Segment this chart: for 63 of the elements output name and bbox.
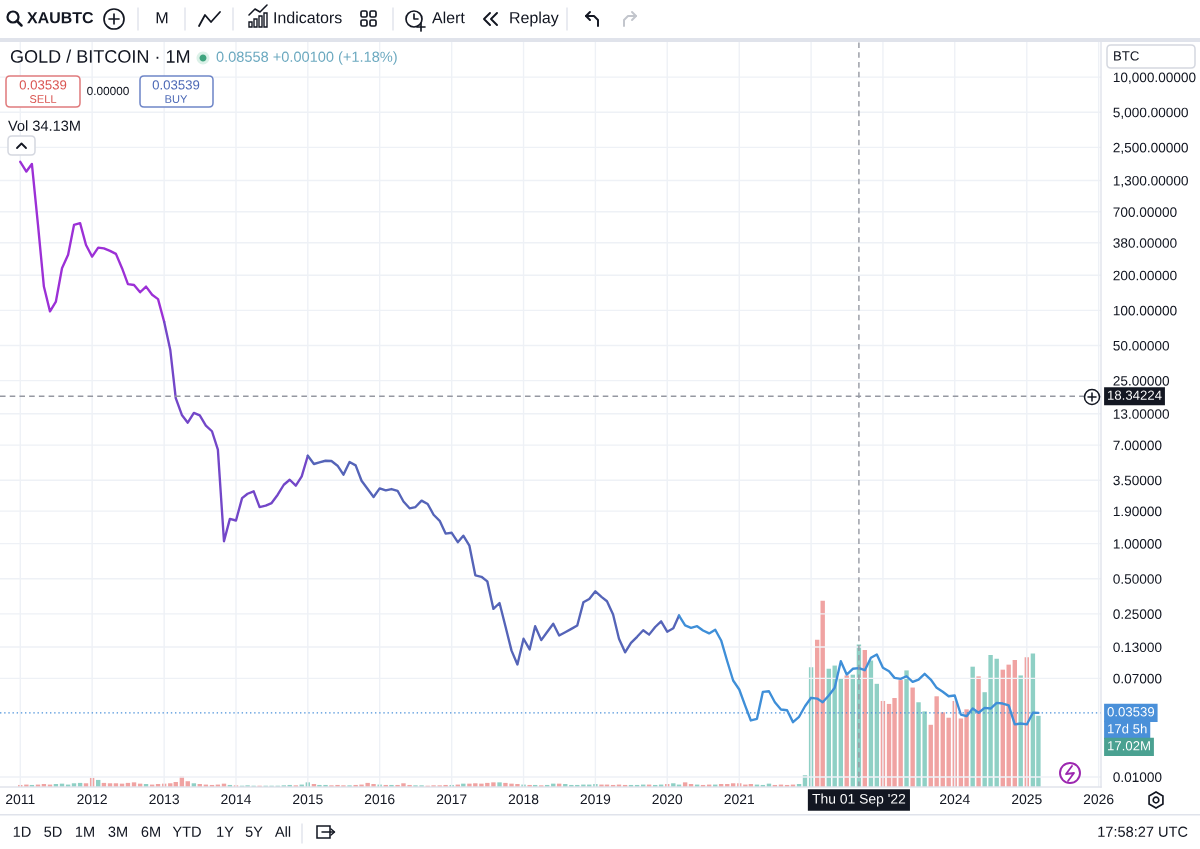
x-tick-label: 2019 [580, 794, 611, 805]
annotation: BUY [165, 95, 188, 103]
x-tick-label: 2016 [364, 794, 395, 805]
y-tick-label: 7.00000 [1113, 440, 1162, 451]
x-tick-label: 2020 [652, 794, 683, 805]
y-tick-label: 700.00000 [1113, 207, 1177, 217]
annotation: Vol 34.13M [8, 120, 80, 131]
text: 1Y [217, 826, 234, 837]
text: 0.08558 +0.00100 (+1.18%) [216, 51, 397, 65]
text: Indicators [274, 11, 342, 24]
y-tick-label: 0.07000 [1113, 673, 1162, 684]
text: BTC [1114, 51, 1139, 61]
text: 17:58:27 UTC [1098, 826, 1188, 837]
x-tick-label: 2021 [724, 794, 755, 805]
x-tick-label: 2014 [221, 794, 252, 805]
x-tick-label: 2012 [77, 794, 107, 805]
x-tick-label: 2013 [149, 794, 179, 805]
text: 17.02M [1108, 741, 1150, 751]
y-tick-label: 0.13000 [1113, 642, 1162, 653]
text: 17d 5h [1108, 723, 1147, 734]
y-tick-label: 0.25000 [1113, 609, 1162, 619]
text: 5Y [245, 826, 263, 837]
y-tick-label: 25.00000 [1113, 376, 1170, 386]
y-tick-label: 380.00000 [1113, 238, 1177, 248]
y-tick-label: 2,500.00000 [1113, 142, 1188, 155]
ref-line-label: Thu 01 Sep '22 [812, 793, 906, 807]
text: XAUBTC [27, 11, 94, 24]
text: Replay [510, 11, 559, 27]
text: 6M [141, 826, 160, 837]
y-tick-label: 1.00000 [1113, 539, 1162, 549]
x-tick-label: 2011 [6, 794, 35, 805]
x-tick-label: 2026 [1083, 794, 1114, 805]
annotation: 0.00000 [87, 86, 129, 96]
x-tick-label: 2015 [293, 794, 323, 805]
ref-line-label: 0.03539 [1107, 707, 1155, 717]
text: 3M [108, 826, 127, 837]
annotation: 0.03539 [19, 80, 67, 90]
y-tick-label: 1.90000 [1113, 506, 1162, 517]
text: YTD [172, 826, 201, 837]
y-tick-label: 5,000.00000 [1113, 107, 1188, 119]
y-tick-label: 3.50000 [1113, 475, 1162, 486]
ref-line-label: 18.34224 [1108, 390, 1162, 400]
y-tick-label: 0.50000 [1113, 574, 1162, 584]
y-tick-label: 0.01000 [1113, 772, 1162, 783]
text: All [274, 826, 291, 837]
annotation: SELL [29, 95, 57, 103]
x-tick-label: 2024 [940, 794, 970, 805]
x-tick-label: 2018 [508, 794, 539, 805]
text: 1M [75, 826, 94, 837]
annotation: 0.03539 [152, 80, 200, 90]
text: 5D [44, 826, 62, 837]
y-tick-label: 1,300.00000 [1113, 175, 1188, 188]
x-tick-label: 2017 [436, 794, 467, 805]
y-tick-label: 200.00000 [1113, 270, 1177, 281]
text: Alert [432, 11, 465, 24]
y-tick-label: 50.00000 [1113, 340, 1170, 351]
y-tick-label: 13.00000 [1113, 409, 1170, 419]
chart-title: GOLD / BITCOIN · 1M [10, 49, 190, 63]
text: 1D [13, 826, 31, 837]
x-tick-label: 2025 [1012, 794, 1042, 805]
text: M [156, 12, 168, 24]
y-tick-label: 10,000.00000 [1113, 72, 1196, 84]
y-tick-label: 100.00000 [1113, 305, 1177, 316]
